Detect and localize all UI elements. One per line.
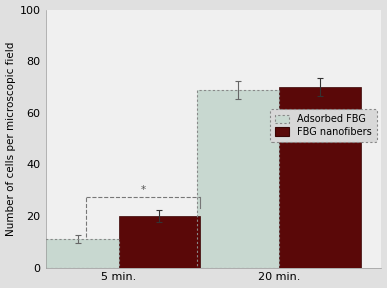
Y-axis label: Number of cells per microscopic field: Number of cells per microscopic field [5, 41, 15, 236]
Bar [279, 87, 361, 268]
Legend: Adsorbed FBG, FBG nanofibers: Adsorbed FBG, FBG nanofibers [270, 109, 377, 142]
Bar [118, 216, 200, 268]
Bar [197, 90, 279, 268]
Bar [37, 239, 118, 268]
Text: *: * [140, 185, 146, 195]
Bar [197, 90, 279, 268]
Bar [37, 239, 118, 268]
